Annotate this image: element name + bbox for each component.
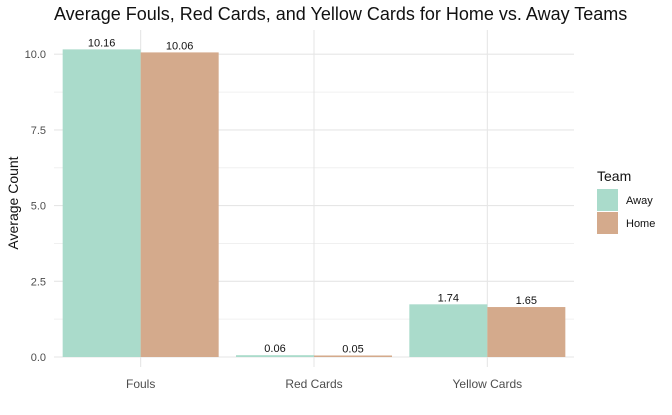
x-axis: Fouls Red Cards Yellow Cards	[126, 377, 522, 391]
x-tick-label: Yellow Cards	[453, 377, 523, 391]
y-tick-label: 10.0	[25, 49, 46, 61]
bars	[62, 49, 566, 358]
y-axis: 0.0 2.5 5.0 7.5 10.0	[25, 49, 46, 364]
bar-away	[409, 304, 488, 357]
legend-label-home: Home	[626, 218, 655, 230]
legend-title: Team	[597, 168, 631, 184]
bar-home	[140, 52, 219, 358]
legend-swatch-home	[597, 212, 618, 234]
x-tick-label: Fouls	[126, 377, 155, 391]
bar-home	[487, 307, 566, 357]
legend: Team Away Home	[597, 168, 655, 234]
y-tick-label: 5.0	[31, 201, 46, 213]
y-tick-label: 0.0	[31, 352, 46, 364]
y-tick-label: 2.5	[31, 276, 46, 288]
y-tick-label: 7.5	[31, 125, 46, 137]
bar-away	[236, 355, 314, 357]
data-label: 10.16	[88, 37, 116, 49]
y-axis-label: Average Count	[5, 156, 21, 249]
x-tick-label: Red Cards	[285, 377, 342, 391]
data-label: 0.05	[342, 343, 363, 355]
legend-swatch-away	[597, 189, 618, 211]
data-label: 1.74	[438, 292, 459, 304]
data-label: 1.65	[516, 295, 537, 307]
bar-home	[314, 355, 392, 357]
data-label: 10.06	[166, 40, 194, 52]
bar-away	[62, 49, 141, 357]
data-labels: 10.16 0.06 1.74 10.06 0.05 1.65	[88, 37, 537, 355]
legend-label-away: Away	[626, 195, 653, 207]
chart-title: Average Fouls, Red Cards, and Yellow Car…	[54, 4, 628, 24]
data-label: 0.06	[264, 343, 285, 355]
